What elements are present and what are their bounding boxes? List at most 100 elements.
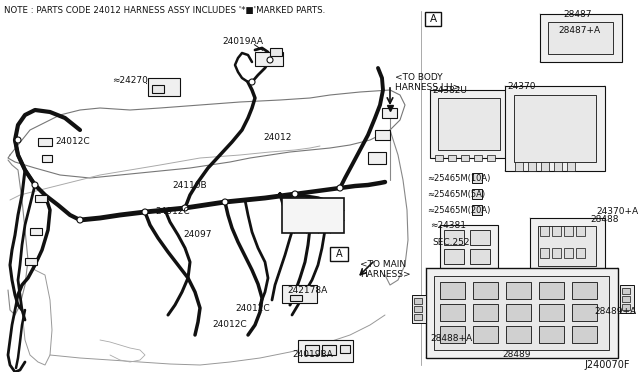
Bar [487,155,495,161]
Bar [382,108,397,118]
Bar [564,248,573,258]
Text: <TO BODY: <TO BODY [395,73,443,82]
Circle shape [77,217,83,223]
Text: 24012C: 24012C [155,207,189,216]
Text: <TO MAIN: <TO MAIN [360,260,406,269]
Bar [414,306,422,312]
Bar [440,225,498,290]
Bar [540,14,622,62]
Bar [514,95,596,162]
Bar [340,345,350,353]
Bar [473,326,498,343]
Circle shape [249,79,255,85]
Text: 24370+A: 24370+A [596,207,638,216]
Bar [414,298,422,304]
Bar [448,155,456,161]
Bar [148,78,180,96]
Bar [35,195,47,202]
Bar [461,155,469,161]
Bar [515,162,523,171]
Bar [322,345,336,355]
Bar [42,155,52,162]
Bar [472,189,482,199]
Bar [470,230,490,245]
Circle shape [222,199,228,205]
Text: 24012C: 24012C [55,137,90,146]
Bar [528,162,536,171]
Text: 28488+A: 28488+A [430,334,472,343]
Text: 28487: 28487 [564,10,592,19]
Text: 242178A: 242178A [287,286,327,295]
Circle shape [182,205,188,211]
Bar [430,90,510,158]
Bar [620,285,634,313]
Text: 24012C: 24012C [235,304,269,313]
Bar [540,248,549,258]
Text: 24370: 24370 [507,82,536,91]
Bar [470,249,490,264]
Circle shape [292,191,298,197]
Bar [444,268,464,283]
Bar [539,326,564,343]
Bar [25,258,37,265]
Text: 24382U: 24382U [432,86,467,95]
Bar [572,282,597,299]
Bar [622,288,630,294]
Text: 24110B: 24110B [172,181,207,190]
Bar [622,304,630,310]
Text: 24097: 24097 [183,230,211,239]
Bar [506,304,531,321]
Text: 28489: 28489 [503,350,531,359]
Bar [330,247,348,261]
Text: ≈24381: ≈24381 [430,221,466,230]
Bar [440,326,465,343]
Bar [539,304,564,321]
Bar [541,162,549,171]
Bar [375,130,390,140]
Bar [440,304,465,321]
Text: 24012C: 24012C [212,320,246,329]
Circle shape [32,182,38,188]
Text: 24019AA: 24019AA [222,37,263,46]
Text: SEC.252: SEC.252 [432,238,470,247]
Bar [298,340,353,362]
Bar [282,285,317,303]
Bar [305,345,319,355]
Text: ≈25465M(20A): ≈25465M(20A) [427,206,490,215]
Circle shape [142,209,148,215]
Text: 28488: 28488 [590,215,618,224]
Bar [473,304,498,321]
Circle shape [267,57,273,63]
Bar [552,226,561,236]
Text: HARNESS>: HARNESS> [360,270,411,279]
Bar [538,226,596,266]
Bar [290,295,302,301]
Bar [38,138,52,146]
Text: A: A [429,14,436,24]
Bar [554,162,562,171]
Bar [30,228,42,235]
Bar [540,226,549,236]
Bar [270,48,282,56]
Bar [539,282,564,299]
Bar [444,249,464,264]
Text: ≈25465M(10A): ≈25465M(10A) [427,174,490,183]
Text: 28489+A: 28489+A [594,307,636,316]
Bar [435,155,443,161]
Bar [564,226,573,236]
Circle shape [337,185,343,191]
Bar [567,162,575,171]
Bar [572,326,597,343]
Circle shape [15,137,21,143]
Bar [425,12,441,26]
Bar [368,152,386,164]
Bar [506,282,531,299]
Bar [255,52,283,66]
Text: ≈25465M(5A): ≈25465M(5A) [427,190,485,199]
Bar [622,296,630,302]
Text: J240070F: J240070F [584,360,630,370]
Bar [530,218,605,273]
Bar [434,276,609,350]
Text: 28487+A: 28487+A [558,26,600,35]
Text: HARNESS LH>: HARNESS LH> [395,83,460,92]
